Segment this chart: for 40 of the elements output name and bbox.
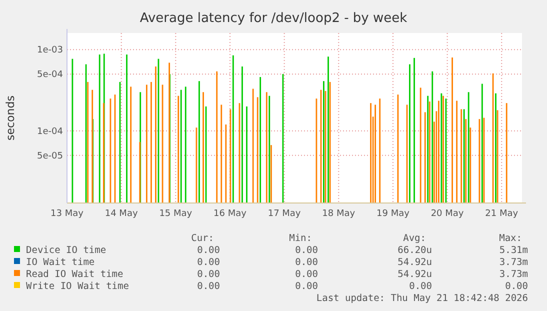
x-tick-label: 16 May (214, 209, 248, 219)
text: 0.00 (409, 281, 432, 292)
text: Max: (499, 233, 522, 244)
text: 0.00 (295, 245, 318, 256)
text: Last update: Thu May 21 18:42:48 2026 (316, 293, 528, 304)
text: 3.73m (499, 269, 528, 280)
y-tick-label: 5e-04 (37, 70, 64, 80)
text: 0.00 (295, 281, 318, 292)
text: 0.00 (197, 269, 220, 280)
legend-label: Device IO time (26, 245, 106, 256)
text: 0.00 (197, 257, 220, 268)
y-axis-title: seconds (4, 95, 17, 140)
text: Avg: (403, 233, 426, 244)
x-tick-label: 14 May (104, 209, 138, 219)
legend-label: Write IO Wait time (26, 281, 130, 292)
chart-title: Average latency for /dev/loop2 - by week (140, 11, 408, 26)
text: 0.00 (295, 257, 318, 268)
text: 54.92u (398, 269, 432, 280)
x-tick-label: 20 May (430, 209, 464, 219)
text: 0.00 (295, 269, 318, 280)
x-tick-label: 19 May (376, 209, 410, 219)
legend-label: Read IO Wait time (26, 269, 124, 280)
legend-label: IO Wait time (26, 257, 95, 268)
y-tick-label: 5e-05 (37, 151, 63, 162)
text: 0.00 (197, 245, 220, 256)
text: Min: (289, 233, 312, 244)
x-tick-label: 15 May (159, 209, 193, 219)
text: Cur: (191, 233, 214, 244)
y-tick-label: 1e-04 (37, 126, 64, 137)
text: 3.73m (499, 257, 528, 268)
y-tick-label: 1e-03 (37, 46, 63, 56)
text: 5.31m (499, 245, 528, 256)
x-tick-label: 17 May (268, 209, 302, 219)
x-tick-label: 18 May (322, 209, 356, 219)
text: 0.00 (505, 281, 528, 292)
x-tick-label: 21 May (485, 209, 519, 219)
text: 0.00 (197, 281, 220, 292)
x-tick-label: 13 May (50, 209, 84, 219)
text: 54.92u (398, 257, 432, 268)
text: 66.20u (398, 245, 432, 256)
